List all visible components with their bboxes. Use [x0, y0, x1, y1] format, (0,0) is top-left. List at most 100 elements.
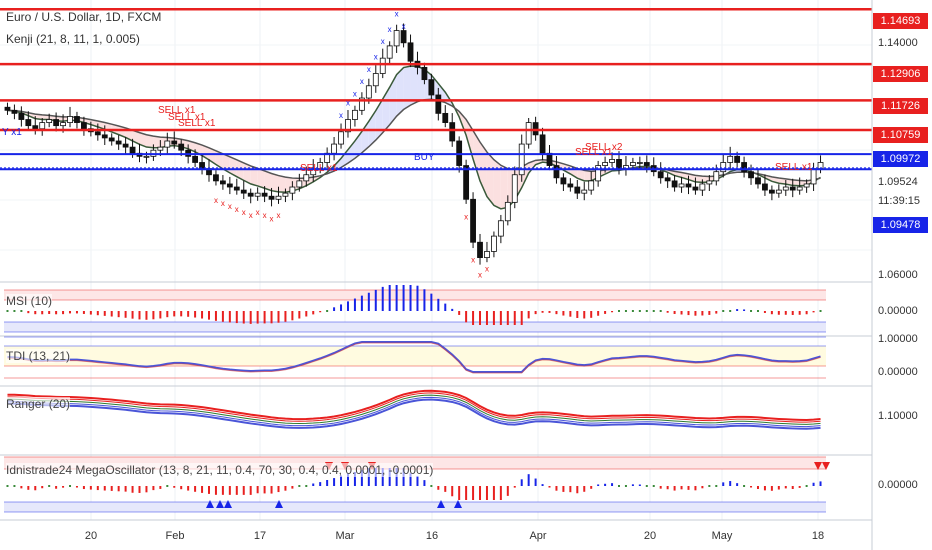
candle-body — [574, 186, 581, 194]
price-badge: 1.10759 — [873, 127, 928, 143]
candle-body — [372, 73, 379, 87]
candle-body — [595, 165, 602, 182]
candle-body — [713, 171, 720, 182]
candle-body — [213, 174, 219, 182]
x-tick: Apr — [529, 530, 547, 542]
buy-cross: x — [353, 89, 357, 98]
mega-buy-triangle — [437, 500, 445, 508]
signal-annotation: BUY — [414, 152, 435, 163]
candle-body — [678, 183, 685, 188]
candle-body — [629, 162, 636, 166]
price-badge: 1.09478 — [873, 217, 928, 233]
candle-body — [108, 137, 115, 142]
ranger-band — [7, 389, 821, 421]
mega-dot — [743, 485, 746, 487]
candle-body — [755, 177, 761, 185]
candle-body — [240, 189, 247, 194]
osc-tick: 1.00000 — [878, 333, 918, 345]
cloud-segment — [403, 66, 411, 110]
cloud-segment — [257, 168, 265, 189]
msi-upper-band — [4, 290, 826, 300]
price-badge: 1.14693 — [873, 13, 928, 29]
candle-body — [504, 201, 511, 222]
price-badge: 1.12906 — [873, 66, 928, 82]
price-badge: 1.09972 — [873, 151, 928, 167]
x-tick: 17 — [253, 530, 267, 542]
candle-body — [261, 192, 268, 197]
candle-body — [143, 155, 150, 158]
candle-body — [421, 66, 428, 81]
candle-body — [463, 165, 470, 200]
cloud-segment — [153, 136, 161, 148]
candle-body — [525, 122, 532, 145]
sell-cross: x — [464, 212, 468, 221]
x-tick: 20 — [643, 530, 657, 542]
sell-cross: x — [228, 202, 232, 211]
msi-dot — [729, 310, 732, 312]
candle-body — [741, 162, 747, 173]
candle-body — [379, 57, 386, 74]
candle-body — [748, 171, 754, 179]
candle-body — [692, 186, 699, 191]
candle-body — [442, 112, 449, 123]
mega-dot — [618, 485, 620, 487]
candle-body — [18, 112, 25, 120]
osc-tick: 0.00000 — [878, 366, 918, 378]
sell-cross: x — [276, 211, 280, 220]
indicator-label-msi: MSI (10) — [6, 294, 53, 308]
candle-body — [581, 189, 588, 194]
msi-dot — [624, 310, 627, 312]
x-tick: May — [711, 530, 733, 542]
msi-dot — [645, 310, 648, 312]
panel-separators[interactable] — [0, 0, 873, 550]
candle-body — [296, 180, 303, 188]
candle-body — [511, 174, 518, 203]
candle-body — [115, 140, 122, 145]
mega-buy-triangle — [216, 500, 224, 508]
signal-annotation: Y x1 — [2, 127, 22, 138]
candle-body — [699, 183, 706, 191]
horizontal-levels[interactable] — [0, 8, 872, 171]
cloud-segment — [382, 87, 390, 133]
candle-body — [101, 134, 108, 139]
candle-body — [518, 143, 525, 176]
osc-tick: 1.10000 — [878, 410, 918, 422]
mega-dot — [305, 485, 308, 487]
candle-body — [734, 155, 741, 163]
candle-body — [449, 122, 456, 142]
sell-cross: x — [249, 211, 253, 220]
cloud-segment — [354, 131, 362, 159]
symbol-title: Euro / U.S. Dollar, 1D, FXCM — [6, 10, 162, 24]
sell-cross: x — [242, 208, 246, 217]
candle-body — [789, 186, 796, 191]
cloud-segment — [278, 175, 286, 193]
candle-body — [400, 30, 407, 44]
signal-annotation: SELL x1 — [158, 105, 196, 116]
candle-body — [491, 235, 497, 252]
price-tick: 1.06000 — [878, 269, 918, 281]
candle-body — [226, 183, 233, 188]
buy-cross: x — [360, 77, 364, 86]
candle-body — [560, 177, 567, 185]
mega-dot — [645, 485, 648, 487]
cloud-segment — [250, 165, 258, 186]
kenji-cloud — [7, 65, 821, 210]
candle-body — [275, 195, 282, 200]
candle-body — [129, 146, 136, 154]
buy-cross: x — [402, 22, 406, 31]
signal-annotation: SELL x1 — [575, 147, 613, 158]
candle-body — [567, 183, 574, 188]
sell-cross: x — [478, 271, 482, 280]
ranger-band — [7, 394, 821, 425]
buy-cross: x — [339, 111, 343, 120]
price-tick: 1.14000 — [878, 37, 918, 49]
mega-buy-triangle — [206, 500, 214, 508]
sell-cross: x — [256, 208, 260, 217]
ranger-band — [7, 398, 821, 430]
msi-lower-band — [4, 322, 826, 332]
candle-body — [727, 155, 734, 163]
main-indicator-label: Kenji (21, 8, 11, 1, 0.005) — [6, 32, 140, 46]
buy-cross: x — [374, 53, 378, 62]
candle-body — [796, 186, 803, 191]
